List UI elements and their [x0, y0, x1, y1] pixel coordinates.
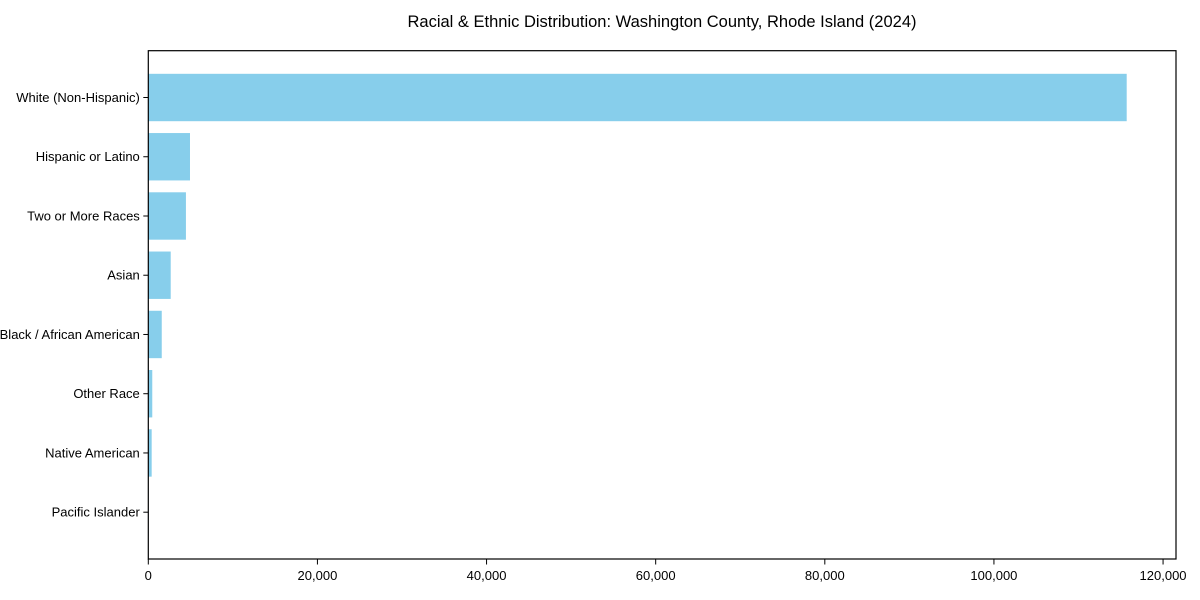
y-tick-label-asian: Asian — [107, 268, 140, 283]
y-tick-label-hispanic-or-latino: Hispanic or Latino — [36, 149, 140, 164]
bar-hispanic-or-latino — [148, 133, 190, 181]
bar-asian — [148, 251, 171, 299]
y-tick-label-two-or-more-races: Two or More Races — [27, 208, 140, 223]
x-tick-label: 60,000 — [636, 568, 676, 583]
y-tick-label-other-race: Other Race — [73, 386, 139, 401]
bar-two-or-more-races — [148, 192, 186, 240]
bar-native-american — [148, 429, 152, 477]
x-tick-label: 120,000 — [1140, 568, 1187, 583]
plot-border — [147, 50, 1177, 560]
bar-other-race — [148, 370, 153, 418]
x-tick-label: 40,000 — [467, 568, 507, 583]
x-tick-label: 100,000 — [970, 568, 1017, 583]
x-tick-label: 20,000 — [298, 568, 338, 583]
y-tick-label-black-african-american: Black / African American — [0, 327, 140, 342]
x-tick-label: 80,000 — [805, 568, 845, 583]
x-tick-label: 0 — [145, 568, 152, 583]
bar-white-non-hispanic — [148, 73, 1127, 122]
y-tick-label-pacific-islander: Pacific Islander — [52, 505, 141, 520]
chart-title: Racial & Ethnic Distribution: Washington… — [407, 13, 917, 31]
bar-black-african-american — [148, 310, 162, 359]
y-tick-label-native-american: Native American — [45, 445, 140, 460]
y-tick-label-white-non-hispanic: White (Non-Hispanic) — [16, 90, 140, 105]
